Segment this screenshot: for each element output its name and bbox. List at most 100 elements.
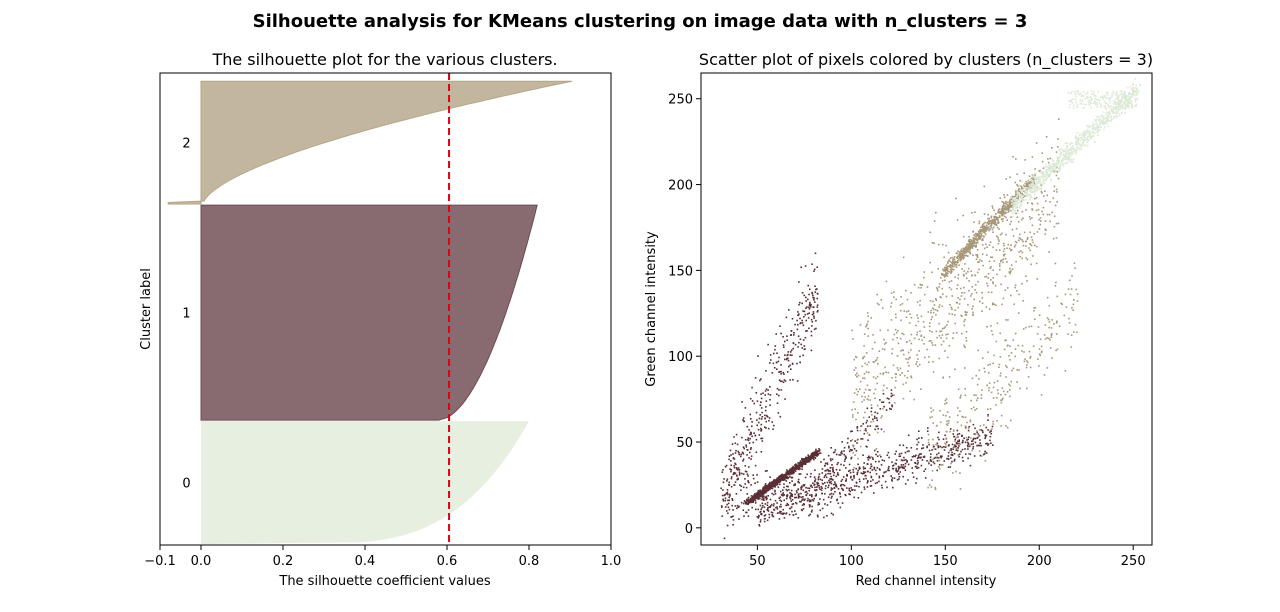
scatter-point-cluster-2 xyxy=(1054,262,1057,265)
scatter-point-cluster-1 xyxy=(799,322,802,324)
scatter-point-cluster-2 xyxy=(927,441,930,444)
scatter-point-cluster-2 xyxy=(1053,215,1056,217)
scatter-point-cluster-1 xyxy=(972,423,975,426)
scatter-point-cluster-1 xyxy=(773,509,776,511)
scatter-point-cluster-1 xyxy=(944,446,947,449)
scatter-point-cluster-2 xyxy=(1050,334,1053,337)
scatter-point-cluster-2 xyxy=(894,328,897,331)
scatter-point-cluster-2 xyxy=(983,235,985,238)
scatter-point-cluster-1 xyxy=(762,492,764,494)
scatter-point-cluster-1 xyxy=(765,406,767,408)
scatter-point-cluster-1 xyxy=(967,445,969,448)
scatter-point-cluster-2 xyxy=(1014,284,1017,286)
scatter-point-cluster-0 xyxy=(1095,103,1097,106)
scatter-point-cluster-0 xyxy=(1048,168,1051,170)
scatter-point-cluster-1 xyxy=(782,336,784,338)
scatter-point-cluster-2 xyxy=(1006,247,1008,249)
scatter-point-cluster-1 xyxy=(814,480,816,482)
scatter-point-cluster-1 xyxy=(811,325,813,327)
scatter-point-cluster-1 xyxy=(809,288,811,291)
scatter-point-cluster-1 xyxy=(764,417,766,420)
scatter-point-cluster-2 xyxy=(852,446,855,448)
scatter-point-cluster-1 xyxy=(878,460,880,463)
scatter-point-cluster-2 xyxy=(1026,280,1028,282)
scatter-point-cluster-0 xyxy=(1106,111,1109,114)
scatter-point-cluster-2 xyxy=(1000,399,1002,401)
scatter-point-cluster-2 xyxy=(856,439,858,441)
scatter-point-cluster-1 xyxy=(749,433,751,436)
scatter-point-cluster-0 xyxy=(1011,202,1013,205)
scatter-point-cluster-0 xyxy=(1139,83,1141,86)
scatter-point-cluster-2 xyxy=(1039,169,1041,172)
scatter-point-cluster-2 xyxy=(887,371,890,374)
scatter-point-cluster-2 xyxy=(1040,184,1042,186)
scatter-point-cluster-1 xyxy=(742,452,744,454)
scatter-point-cluster-2 xyxy=(986,384,988,387)
scatter-point-cluster-2 xyxy=(965,248,968,251)
scatter-point-cluster-1 xyxy=(989,439,991,442)
scatter-point-cluster-1 xyxy=(816,481,818,484)
scatter-point-cluster-2 xyxy=(998,263,1001,265)
scatter-point-cluster-1 xyxy=(832,469,834,472)
scatter-point-cluster-2 xyxy=(884,366,886,369)
scatter-point-cluster-1 xyxy=(916,438,918,441)
scatter-point-cluster-2 xyxy=(958,258,960,261)
scatter-point-cluster-1 xyxy=(850,475,852,478)
scatter-point-cluster-2 xyxy=(1008,208,1010,211)
scatter-point-cluster-1 xyxy=(756,495,758,497)
scatter-point-cluster-2 xyxy=(1055,151,1058,153)
scatter-point-cluster-0 xyxy=(1081,100,1084,103)
scatter-point-cluster-1 xyxy=(820,489,823,491)
scatter-point-cluster-0 xyxy=(1026,196,1029,198)
scatter-point-cluster-1 xyxy=(804,491,807,493)
scatter-point-cluster-2 xyxy=(1006,194,1009,196)
scatter-point-cluster-2 xyxy=(1009,176,1011,178)
scatter-point-cluster-1 xyxy=(760,427,762,430)
scatter-point-cluster-0 xyxy=(1040,172,1042,174)
scatter-point-cluster-1 xyxy=(832,474,835,477)
scatter-point-cluster-2 xyxy=(957,388,960,391)
scatter-point-cluster-2 xyxy=(1008,355,1010,357)
scatter-point-cluster-0 xyxy=(1040,188,1043,190)
scatter-point-cluster-1 xyxy=(802,324,805,327)
silhouette-x-tick-label: 0.8 xyxy=(519,554,540,569)
scatter-point-cluster-1 xyxy=(725,492,727,495)
scatter-point-cluster-1 xyxy=(759,490,762,492)
scatter-point-cluster-2 xyxy=(948,416,951,418)
scatter-point-cluster-1 xyxy=(892,465,894,467)
scatter-point-cluster-2 xyxy=(1041,192,1043,194)
scatter-point-cluster-1 xyxy=(830,512,833,515)
scatter-point-cluster-1 xyxy=(765,485,767,488)
scatter-point-cluster-1 xyxy=(775,478,778,481)
scatter-point-cluster-1 xyxy=(860,438,862,440)
scatter-point-cluster-2 xyxy=(1002,261,1004,264)
scatter-point-cluster-2 xyxy=(930,318,932,321)
scatter-point-cluster-2 xyxy=(939,330,941,333)
scatter-point-cluster-2 xyxy=(901,332,903,335)
scatter-point-cluster-2 xyxy=(874,397,876,400)
scatter-point-cluster-1 xyxy=(751,499,753,501)
scatter-point-cluster-1 xyxy=(724,499,727,502)
scatter-point-cluster-2 xyxy=(1020,200,1023,203)
scatter-point-cluster-1 xyxy=(780,389,783,391)
scatter-title: Scatter plot of pixels colored by cluste… xyxy=(699,50,1153,70)
scatter-point-cluster-2 xyxy=(968,250,970,252)
scatter-point-cluster-0 xyxy=(1086,129,1089,131)
scatter-point-cluster-1 xyxy=(811,291,813,294)
scatter-point-cluster-2 xyxy=(1068,322,1071,324)
scatter-point-cluster-1 xyxy=(869,467,872,470)
scatter-point-cluster-2 xyxy=(1043,334,1046,336)
scatter-point-cluster-1 xyxy=(759,511,761,513)
scatter-point-cluster-0 xyxy=(1068,158,1070,161)
scatter-point-cluster-1 xyxy=(800,266,802,269)
scatter-point-cluster-0 xyxy=(1067,148,1070,151)
scatter-point-cluster-2 xyxy=(905,310,908,313)
scatter-point-cluster-1 xyxy=(947,466,950,468)
scatter-point-cluster-0 xyxy=(1065,148,1067,151)
scatter-point-cluster-2 xyxy=(891,377,893,379)
scatter-point-cluster-2 xyxy=(961,292,963,294)
scatter-point-cluster-1 xyxy=(751,400,754,402)
scatter-point-cluster-0 xyxy=(1032,185,1034,188)
scatter-point-cluster-1 xyxy=(943,460,946,462)
scatter-point-cluster-2 xyxy=(852,452,855,454)
